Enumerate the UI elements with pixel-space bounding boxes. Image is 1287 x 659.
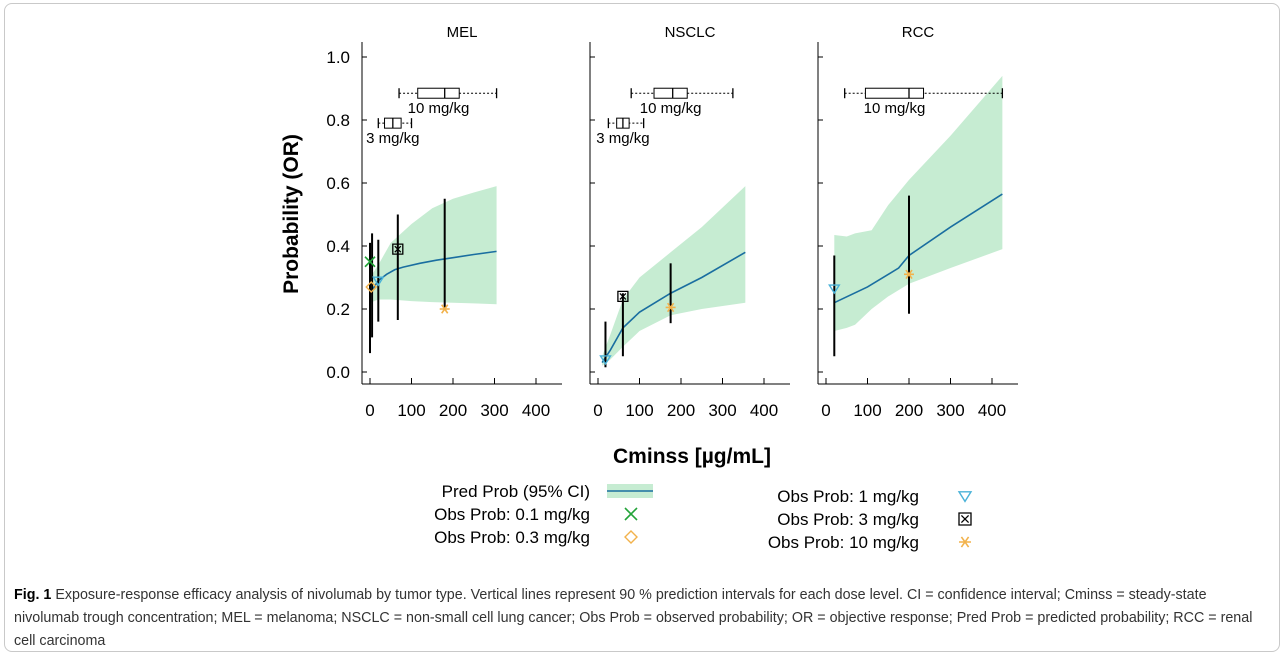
rcc-pred-line [833, 193, 1003, 304]
legend-label-0: Pred Prob (95% CI) [442, 482, 590, 501]
rcc-obs-0 [828, 284, 841, 295]
nsclc-x-tick-label-3: 300 [708, 401, 736, 420]
y-axis-title: Probability (OR) [280, 134, 303, 294]
y-tick-label-2: 0.4 [326, 237, 350, 256]
mel-obs-1 [365, 280, 378, 293]
y-tick-label-0: 0.0 [326, 363, 350, 382]
mel-ci-band [370, 186, 497, 305]
legend-label-1: Obs Prob: 0.1 mg/kg [434, 505, 590, 524]
nsclc-obs-0 [599, 355, 612, 366]
legend-label-5: Obs Prob: 10 mg/kg [768, 533, 919, 552]
mel-x-tick-label-2: 200 [439, 401, 467, 420]
y-tick-label-3: 0.6 [326, 174, 350, 193]
mel-x-tick-label-4: 400 [522, 401, 550, 420]
legend-label-3: Obs Prob: 1 mg/kg [777, 487, 919, 506]
nsclc-obs-1 [617, 290, 629, 303]
rcc-obs-1 [904, 269, 914, 280]
nsclc-boxplot-3mgkg-label: 3 mg/kg [596, 130, 649, 147]
rcc-x-tick-label-2: 200 [895, 401, 923, 420]
caption-text: Exposure-response efficacy analysis of n… [14, 587, 1253, 649]
y-tick-label-4: 0.8 [326, 111, 350, 130]
rcc-panel-title: RCC [902, 24, 935, 41]
figure-frame [4, 3, 1280, 652]
rcc-x-tick-label-3: 300 [936, 401, 964, 420]
rcc-boxplot-10mgkg-label: 10 mg/kg [864, 100, 926, 117]
nsclc-x-tick-label-2: 200 [667, 401, 695, 420]
rcc-x-tick-label-4: 400 [978, 401, 1006, 420]
nsclc-x-tick-label-1: 100 [625, 401, 653, 420]
legend-marker-3 [957, 491, 973, 503]
mel-obs-0 [364, 256, 376, 268]
legend-label-2: Obs Prob: 0.3 mg/kg [434, 528, 590, 547]
y-tick-label-5: 1.0 [326, 48, 350, 67]
mel-panel-title: MEL [447, 24, 478, 41]
figure-label: Fig. 1 [14, 587, 52, 603]
nsclc-pred-line [601, 251, 746, 363]
legend-marker-2 [624, 530, 638, 544]
nsclc-obs-2 [665, 302, 676, 313]
nsclc-boxplot-10mgkg-box [653, 87, 688, 99]
mel-obs-4 [439, 304, 450, 314]
nsclc-ci-band [602, 186, 746, 366]
mel-x-tick-label-0: 0 [365, 401, 374, 420]
nsclc-x-tick-label-4: 400 [750, 401, 778, 420]
rcc-x-tick-label-1: 100 [853, 401, 881, 420]
mel-boxplot-3mgkg-label: 3 mg/kg [366, 130, 419, 147]
nsclc-panel-title: NSCLC [665, 24, 716, 41]
mel-boxplot-10mgkg-label: 10 mg/kg [408, 100, 470, 117]
mel-obs-3 [392, 243, 404, 255]
mel-boxplot-10mgkg-box [417, 87, 460, 99]
exposure-response-chart: Probability (OR) 0.0 0.2 0.4 0.6 0.8 1.0 0 100 20… [280, 24, 1018, 552]
rcc-boxplot-10mgkg-box [864, 87, 925, 99]
legend-marker-1 [624, 507, 638, 521]
rcc-ci-band [834, 75, 1003, 332]
rcc-x-tick-label-0: 0 [821, 401, 830, 420]
mel-x-tick-label-3: 300 [480, 401, 508, 420]
mel-obs-2 [372, 276, 385, 287]
y-tick-label-1: 0.2 [326, 300, 350, 319]
x-axis-title: Cminss [µg/mL] [613, 445, 771, 468]
legend-label-4: Obs Prob: 3 mg/kg [777, 510, 919, 529]
legend-marker-4 [958, 512, 972, 526]
figure-caption: Fig. 1 Exposure-response efficacy analys… [14, 584, 1272, 653]
nsclc-x-tick-label-0: 0 [593, 401, 602, 420]
mel-x-tick-label-1: 100 [397, 401, 425, 420]
legend-marker-5 [959, 536, 971, 548]
nsclc-boxplot-10mgkg-label: 10 mg/kg [640, 100, 702, 117]
